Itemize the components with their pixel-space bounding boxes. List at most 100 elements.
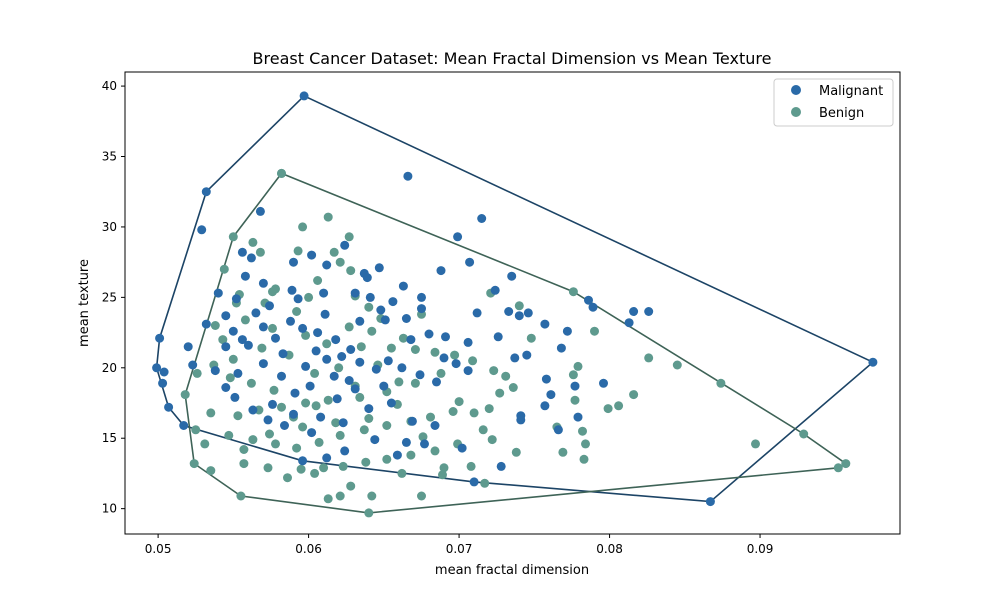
point-malignant bbox=[332, 394, 342, 404]
point-benign bbox=[570, 395, 580, 405]
point-benign bbox=[382, 421, 392, 430]
point-benign bbox=[210, 321, 220, 330]
point-benign bbox=[603, 404, 613, 414]
point-benign bbox=[271, 284, 280, 294]
point-malignant bbox=[210, 366, 220, 376]
point-benign bbox=[426, 412, 435, 422]
point-benign bbox=[382, 454, 392, 464]
point-malignant bbox=[350, 384, 360, 394]
point-malignant bbox=[231, 294, 241, 304]
hull-benign bbox=[184, 172, 848, 514]
point-malignant bbox=[441, 332, 450, 342]
point-malignant bbox=[516, 415, 526, 425]
point-benign bbox=[438, 470, 447, 480]
point-malignant bbox=[469, 477, 479, 487]
point-malignant bbox=[230, 392, 240, 402]
point-malignant bbox=[152, 363, 162, 373]
point-benign bbox=[329, 247, 339, 257]
point-benign bbox=[269, 385, 279, 395]
point-benign bbox=[833, 463, 843, 473]
point-malignant bbox=[286, 316, 295, 326]
point-malignant bbox=[453, 232, 463, 242]
point-malignant bbox=[271, 333, 280, 343]
point-benign bbox=[338, 461, 348, 471]
point-malignant bbox=[370, 435, 380, 445]
point-malignant bbox=[420, 439, 429, 449]
point-malignant bbox=[322, 260, 332, 270]
point-benign bbox=[841, 459, 851, 469]
point-benign bbox=[406, 450, 416, 460]
point-benign bbox=[439, 463, 449, 473]
point-benign bbox=[246, 378, 256, 388]
point-benign bbox=[283, 473, 292, 483]
point-malignant bbox=[439, 353, 449, 363]
point-benign bbox=[364, 302, 374, 312]
x-tick-label: 0.08 bbox=[596, 542, 623, 556]
point-benign bbox=[386, 343, 396, 353]
x-tick-label: 0.06 bbox=[295, 542, 322, 556]
point-malignant bbox=[298, 323, 308, 333]
point-malignant bbox=[290, 388, 300, 398]
point-malignant bbox=[316, 412, 326, 422]
point-malignant bbox=[705, 497, 715, 507]
point-malignant bbox=[573, 412, 583, 422]
point-malignant bbox=[164, 402, 174, 412]
point-malignant bbox=[540, 319, 550, 329]
point-malignant bbox=[436, 266, 446, 276]
point-malignant bbox=[322, 354, 332, 364]
point-malignant bbox=[337, 352, 347, 361]
point-malignant bbox=[463, 337, 473, 347]
point-malignant bbox=[258, 322, 268, 332]
point-benign bbox=[228, 232, 238, 242]
point-benign bbox=[450, 350, 460, 360]
point-benign bbox=[344, 322, 354, 332]
point-malignant bbox=[624, 318, 634, 328]
point-benign bbox=[568, 287, 578, 297]
point-benign bbox=[257, 343, 267, 353]
y-tick-label: 25 bbox=[102, 290, 117, 304]
point-malignant bbox=[233, 368, 243, 378]
point-malignant bbox=[401, 437, 411, 447]
point-benign bbox=[311, 401, 321, 411]
point-malignant bbox=[221, 383, 231, 392]
point-malignant bbox=[188, 360, 198, 370]
point-benign bbox=[219, 264, 229, 274]
point-malignant bbox=[248, 405, 258, 415]
point-benign bbox=[323, 494, 333, 504]
point-malignant bbox=[355, 316, 365, 326]
point-malignant bbox=[221, 342, 231, 352]
point-benign bbox=[239, 459, 249, 469]
point-malignant bbox=[287, 285, 297, 295]
point-malignant bbox=[243, 340, 253, 350]
point-benign bbox=[430, 446, 440, 456]
point-benign bbox=[418, 432, 428, 442]
point-benign bbox=[301, 398, 311, 408]
point-benign bbox=[191, 425, 201, 435]
point-benign bbox=[417, 491, 426, 501]
point-benign bbox=[480, 478, 490, 488]
point-malignant bbox=[201, 319, 211, 329]
point-benign bbox=[319, 463, 329, 473]
point-malignant bbox=[584, 295, 593, 305]
point-malignant bbox=[599, 378, 608, 388]
point-benign bbox=[298, 222, 308, 232]
point-benign bbox=[313, 276, 323, 285]
point-benign bbox=[346, 481, 356, 491]
point-malignant bbox=[477, 214, 487, 223]
point-malignant bbox=[201, 187, 211, 197]
point-benign bbox=[364, 414, 374, 423]
point-benign bbox=[200, 439, 210, 449]
point-malignant bbox=[556, 343, 566, 353]
point-benign bbox=[514, 301, 524, 311]
point-benign bbox=[224, 430, 234, 440]
point-benign bbox=[180, 390, 190, 400]
point-malignant bbox=[258, 278, 268, 288]
point-malignant bbox=[183, 342, 193, 352]
point-benign bbox=[225, 373, 235, 383]
point-benign bbox=[277, 402, 286, 412]
point-malignant bbox=[415, 370, 425, 380]
point-benign bbox=[579, 454, 589, 464]
point-benign bbox=[304, 292, 314, 302]
point-malignant bbox=[451, 359, 461, 369]
point-benign bbox=[478, 425, 488, 435]
